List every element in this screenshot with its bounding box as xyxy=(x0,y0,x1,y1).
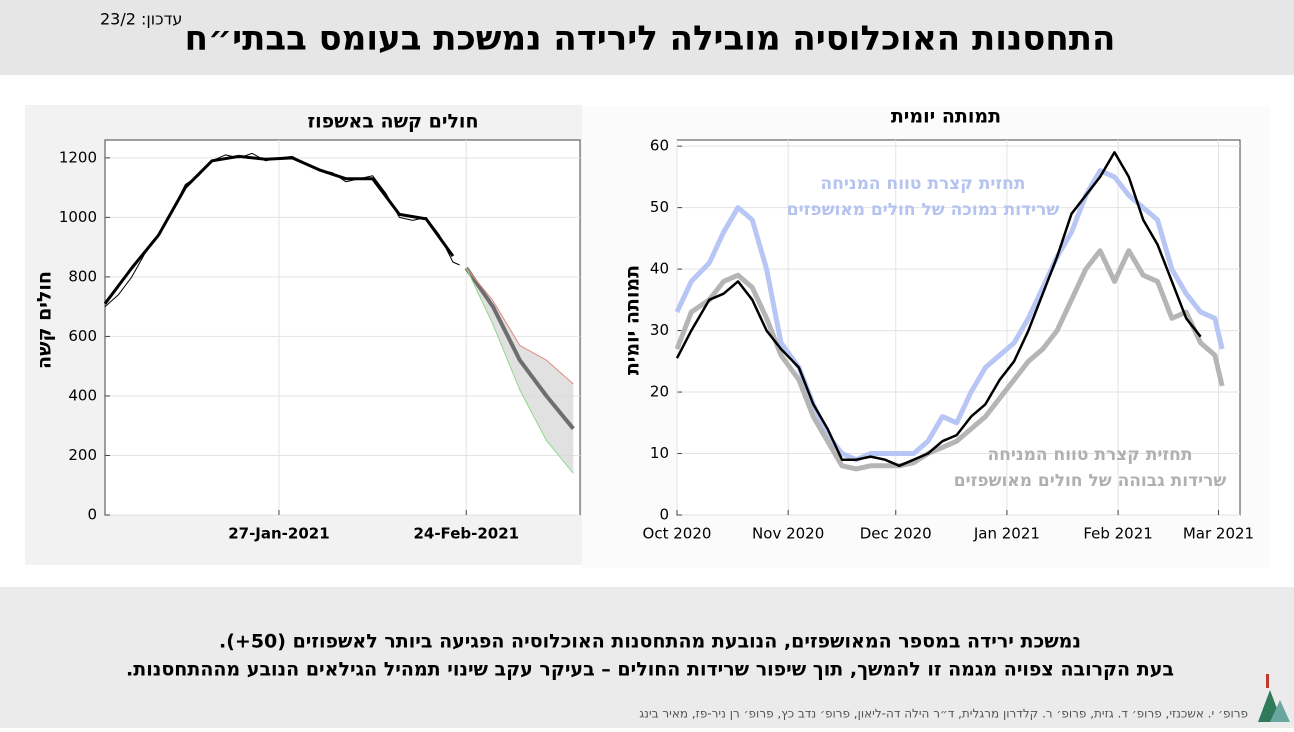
y-axis-label: תמותה יומית xyxy=(622,265,644,375)
x-tick-label: Feb 2021 xyxy=(1083,525,1153,543)
annotation: תחזית קצרת טווח המניחה xyxy=(988,445,1193,465)
series-line xyxy=(464,266,575,430)
y-tick-label: 1000 xyxy=(59,208,97,226)
forecast-band xyxy=(466,267,574,474)
annotation: תחזית קצרת טווח המניחה xyxy=(821,174,1026,194)
y-tick-label: 30 xyxy=(650,321,669,339)
chart-title: תמותה יומית xyxy=(891,106,1001,128)
y-tick-label: 800 xyxy=(68,267,97,285)
y-tick-label: 20 xyxy=(650,383,669,401)
logo xyxy=(1258,674,1290,722)
annotation: שרידות נמוכה של חולים מאושפזים xyxy=(787,200,1060,220)
series-line xyxy=(675,151,1202,468)
x-tick-label: 24-Feb-2021 xyxy=(413,525,519,543)
header-bar xyxy=(0,0,1294,75)
footer-line: בעת הקרובה צפויה מגמה זו להמשך, תוך שיפו… xyxy=(126,659,1174,681)
series-line xyxy=(465,267,574,385)
x-tick-label: Dec 2020 xyxy=(860,525,932,543)
footer-bar xyxy=(0,587,1294,728)
x-tick-label: Jan 2021 xyxy=(973,525,1040,543)
chart-title: חולים קשה באשפוז xyxy=(307,111,478,133)
x-tick-label: 27-Jan-2021 xyxy=(228,525,329,543)
x-tick-label: Oct 2020 xyxy=(643,525,712,543)
series-line xyxy=(465,267,574,474)
y-tick-label: 60 xyxy=(650,137,669,155)
annotation: שרידות גבוהה של חולים מאושפזים xyxy=(954,471,1227,491)
y-tick-label: 50 xyxy=(650,198,669,216)
y-tick-label: 0 xyxy=(659,506,669,524)
slide-title: התחסנות האוכלוסיה מובילה לירידה נמשכת בע… xyxy=(185,19,1116,59)
y-tick-label: 200 xyxy=(68,446,97,464)
credits: פרופ׳ י. אשכנזי, פרופ׳ ד. גזית, פרופ׳ ר.… xyxy=(639,707,1248,721)
series-line xyxy=(674,248,1225,472)
y-tick-label: 400 xyxy=(68,386,97,404)
y-tick-label: 40 xyxy=(650,260,669,278)
x-tick-label: Mar 2021 xyxy=(1183,525,1254,543)
footer-line: נמשכת ירידה במספר המאושפזים, הנובעת מהתח… xyxy=(219,631,1081,653)
x-tick-label: Nov 2020 xyxy=(752,525,824,543)
y-tick-label: 600 xyxy=(68,327,97,345)
update-date: עדכון: 23/2 xyxy=(100,10,182,29)
series-line xyxy=(103,154,455,305)
y-tick-label: 10 xyxy=(650,444,669,462)
y-tick-label: 1200 xyxy=(59,148,97,166)
y-tick-label: 0 xyxy=(87,506,97,524)
y-axis-label: חולים קשה xyxy=(34,271,56,369)
